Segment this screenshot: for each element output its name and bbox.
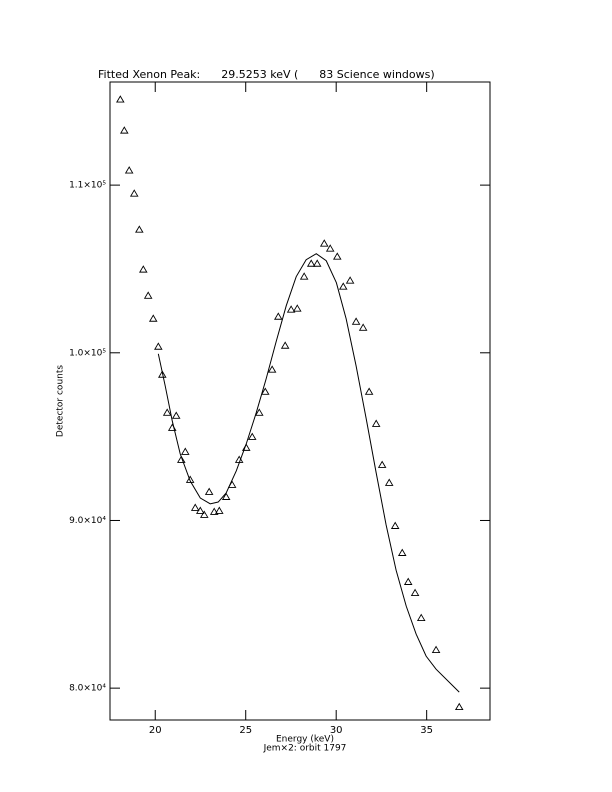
data-point — [319, 239, 329, 247]
data-point — [390, 521, 400, 529]
data-point — [158, 370, 167, 378]
x-tick-label: 30 — [330, 725, 343, 736]
subtitle: Jem×2: orbit 1797 — [263, 744, 347, 754]
data-point — [306, 259, 316, 267]
data-point — [358, 323, 368, 331]
data-point — [345, 276, 355, 284]
data-point — [410, 588, 420, 597]
y-tick-label: 8.0×10⁴ — [69, 684, 106, 694]
data-point — [454, 702, 464, 711]
x-tick-label: 20 — [149, 725, 162, 736]
y-tick-label: 1.0×10⁵ — [69, 348, 106, 358]
data-point — [255, 408, 264, 416]
fit-line — [157, 253, 460, 693]
x-tick-label: 25 — [239, 725, 252, 736]
y-tick-label: 9.0×10⁴ — [69, 516, 106, 526]
data-point — [148, 314, 158, 322]
data-point — [116, 95, 125, 103]
data-point — [171, 411, 181, 419]
data-point — [351, 317, 361, 325]
data-point — [124, 166, 134, 174]
chart-title: Fitted Xenon Peak: 29.5253 keV ( 83 Scie… — [98, 68, 435, 81]
data-point — [299, 272, 309, 280]
data-point — [274, 312, 283, 320]
data-point — [154, 342, 163, 350]
x-tick-label: 35 — [420, 725, 433, 736]
data-point — [293, 304, 302, 312]
data-point — [129, 189, 139, 197]
data-point — [143, 291, 153, 299]
y-tick-label: 1.1×10⁵ — [69, 181, 106, 191]
data-point — [431, 645, 441, 654]
data-point — [185, 475, 195, 483]
data-point — [377, 460, 387, 468]
data-point — [364, 387, 374, 395]
data-point — [135, 225, 144, 233]
data-point — [338, 282, 348, 290]
data-point — [312, 259, 322, 267]
data-point — [162, 408, 172, 416]
data-point — [120, 126, 129, 134]
plot-frame — [109, 81, 491, 721]
data-point — [332, 252, 342, 260]
data-point — [139, 265, 148, 273]
data-point — [260, 387, 270, 395]
data-point — [180, 447, 190, 455]
data-point — [209, 507, 219, 515]
data-point — [384, 478, 394, 486]
data-point — [177, 455, 186, 463]
data-point — [416, 613, 426, 622]
data-point — [397, 548, 407, 556]
data-point — [199, 510, 209, 518]
data-point — [403, 577, 413, 585]
data-point — [325, 244, 335, 252]
data-point — [247, 432, 257, 440]
data-point — [221, 492, 231, 500]
data-point — [215, 506, 224, 514]
data-point — [267, 365, 277, 373]
data-point — [280, 341, 290, 349]
x-axis-label: Energy (keV) — [276, 735, 334, 745]
data-point — [204, 487, 214, 495]
data-point — [371, 419, 381, 427]
data-point — [196, 506, 205, 514]
data-point — [286, 305, 296, 313]
y-axis-label: Detector counts — [56, 365, 66, 437]
data-point — [190, 503, 200, 511]
